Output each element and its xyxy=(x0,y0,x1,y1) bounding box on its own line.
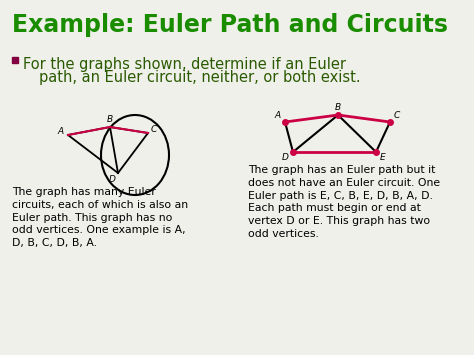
Text: For the graphs shown, determine if an Euler: For the graphs shown, determine if an Eu… xyxy=(23,57,346,72)
Text: D: D xyxy=(282,153,289,162)
Text: The graph has many Euler
circuits, each of which is also an
Euler path. This gra: The graph has many Euler circuits, each … xyxy=(12,187,188,248)
Text: C: C xyxy=(151,125,157,133)
Text: D: D xyxy=(109,175,116,185)
Text: E: E xyxy=(380,153,386,162)
Text: Example: Euler Path and Circuits: Example: Euler Path and Circuits xyxy=(12,13,448,37)
Text: B: B xyxy=(107,115,113,125)
Text: A: A xyxy=(275,111,281,120)
Text: C: C xyxy=(394,111,400,120)
Bar xyxy=(12,57,18,63)
Text: A: A xyxy=(58,126,64,136)
Text: The graph has an Euler path but it
does not have an Euler circuit. One
Euler pat: The graph has an Euler path but it does … xyxy=(248,165,440,239)
Text: path, an Euler circuit, neither, or both exist.: path, an Euler circuit, neither, or both… xyxy=(39,70,361,85)
Text: B: B xyxy=(335,103,341,111)
